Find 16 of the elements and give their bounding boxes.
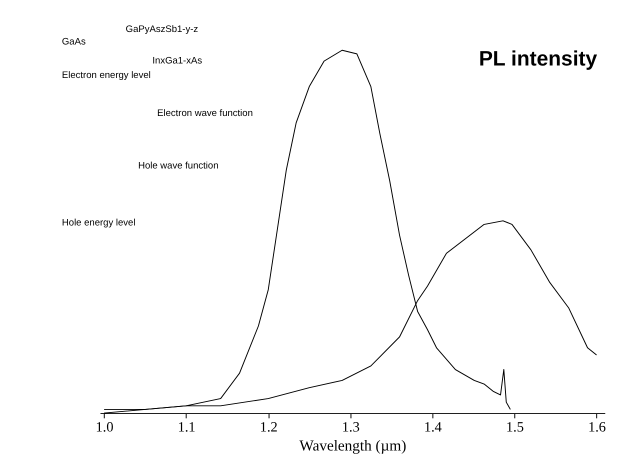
annotation: InxGa1-xAs xyxy=(152,56,202,67)
x-tick-label: 1.3 xyxy=(342,420,360,436)
x-tick-label: 1.4 xyxy=(424,420,442,436)
x-tick-label: 1.1 xyxy=(178,420,196,436)
annotation: Hole energy level xyxy=(62,217,136,228)
x-tick-label: 1.5 xyxy=(506,420,524,436)
annotation: Hole wave function xyxy=(138,160,218,172)
annotation: Electron wave function xyxy=(157,108,253,119)
x-tick-label: 1.0 xyxy=(96,420,114,436)
annotation: Electron energy level xyxy=(62,70,151,81)
y-axis-title: PL intensity xyxy=(478,47,598,70)
x-tick-label: 1.2 xyxy=(260,420,278,436)
x-tick-label: 1.6 xyxy=(588,420,606,436)
text: GaAs xyxy=(62,36,86,48)
text: GaPyAszSb1-y-z xyxy=(126,24,198,36)
x-axis-title: Wavelength (µm) xyxy=(299,438,406,455)
